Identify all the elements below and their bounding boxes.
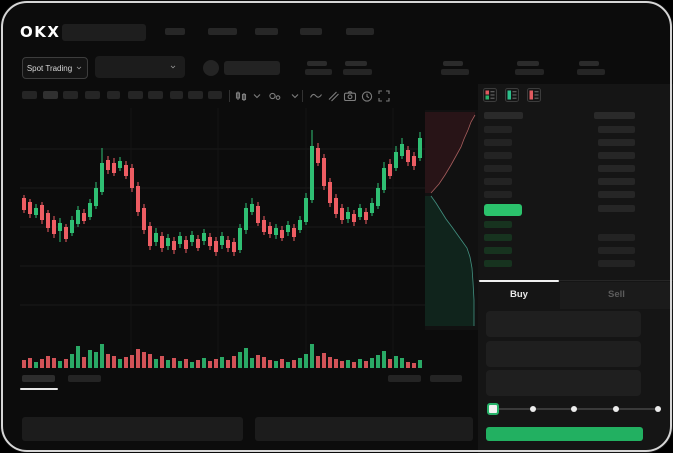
slider-stop[interactable] bbox=[655, 406, 661, 412]
timeframe-chip-active[interactable] bbox=[43, 91, 58, 99]
ask-row-bar[interactable] bbox=[484, 191, 512, 198]
bid-row-bar[interactable] bbox=[484, 247, 512, 254]
ask-row-amount-bar[interactable] bbox=[598, 126, 635, 133]
bid-row-amount-bar[interactable] bbox=[598, 247, 635, 254]
timeframe-chip[interactable] bbox=[128, 91, 143, 99]
ask-row-amount-bar[interactable] bbox=[598, 191, 635, 198]
toolbar-divider bbox=[302, 90, 303, 102]
timeframe-chip[interactable] bbox=[148, 91, 163, 99]
slider-stop[interactable] bbox=[530, 406, 536, 412]
nav-item-placeholder[interactable] bbox=[208, 28, 237, 35]
orderbook-view-bids-icon[interactable] bbox=[505, 88, 519, 102]
ask-row-amount-bar[interactable] bbox=[598, 178, 635, 185]
chart-type-icon[interactable] bbox=[234, 89, 248, 103]
ticker-stat-placeholder bbox=[441, 69, 469, 75]
ask-row-amount-bar[interactable] bbox=[598, 139, 635, 146]
toolbar-divider bbox=[229, 90, 230, 102]
bottom-tab[interactable] bbox=[68, 375, 101, 382]
chevron-down-icon bbox=[170, 65, 176, 69]
bid-row-bar[interactable] bbox=[484, 260, 512, 267]
bid-row-bar[interactable] bbox=[484, 221, 512, 228]
avatar[interactable] bbox=[203, 60, 219, 76]
timeframe-chip[interactable] bbox=[170, 91, 183, 99]
ask-row-bar[interactable] bbox=[484, 139, 512, 146]
market-type-label: Spot Trading bbox=[26, 63, 73, 73]
tab-sell-bg bbox=[560, 282, 673, 309]
fullscreen-icon[interactable] bbox=[377, 89, 391, 103]
ticker-stat-placeholder bbox=[345, 61, 367, 66]
slider-handle[interactable] bbox=[487, 403, 499, 415]
draw-tool-icon[interactable] bbox=[326, 89, 340, 103]
bottom-action-placeholder[interactable] bbox=[430, 375, 462, 382]
ticker-stat-placeholder bbox=[517, 61, 539, 66]
ticker-stat-placeholder bbox=[515, 69, 544, 75]
order-input-placeholder[interactable] bbox=[486, 370, 641, 396]
order-input-placeholder[interactable] bbox=[486, 311, 641, 337]
nav-item-placeholder[interactable] bbox=[300, 28, 322, 35]
market-type-dropdown[interactable]: Spot Trading bbox=[22, 57, 88, 79]
timeframe-chip[interactable] bbox=[85, 91, 100, 99]
ticker-stat-placeholder bbox=[579, 61, 599, 66]
nav-item-placeholder[interactable] bbox=[346, 28, 374, 35]
indicators-icon[interactable] bbox=[268, 89, 282, 103]
last-price-bar[interactable] bbox=[484, 204, 522, 216]
amount-slider[interactable] bbox=[483, 400, 663, 418]
bid-row-amount-bar[interactable] bbox=[598, 234, 635, 241]
orderbook-header-placeholder bbox=[594, 112, 635, 119]
orderbook-view-asks-icon[interactable] bbox=[527, 88, 541, 102]
right-panel: Buy Sell bbox=[478, 84, 673, 453]
timeframe-chip[interactable] bbox=[188, 91, 203, 99]
active-tab-indicator bbox=[479, 280, 559, 282]
ask-row-bar[interactable] bbox=[484, 152, 512, 159]
timeframe-chip[interactable] bbox=[63, 91, 78, 99]
timeframe-chip[interactable] bbox=[208, 91, 222, 99]
ask-row-amount-bar[interactable] bbox=[598, 152, 635, 159]
chevron-down-icon[interactable] bbox=[288, 89, 302, 103]
buy-submit-button[interactable] bbox=[486, 427, 643, 441]
orderbook-view-both-icon[interactable] bbox=[483, 88, 497, 102]
nav-item-placeholder[interactable] bbox=[255, 28, 278, 35]
slider-stop[interactable] bbox=[613, 406, 619, 412]
bid-row-bar[interactable] bbox=[484, 234, 512, 241]
ticker-stat-placeholder bbox=[577, 69, 605, 75]
chevron-down-icon[interactable] bbox=[250, 89, 264, 103]
ask-row-bar[interactable] bbox=[484, 178, 512, 185]
timeframe-chip[interactable] bbox=[107, 91, 120, 99]
ask-row-bar[interactable] bbox=[484, 126, 512, 133]
bid-row-amount-bar[interactable] bbox=[598, 260, 635, 267]
depth-chart bbox=[425, 110, 478, 330]
line-tool-icon[interactable] bbox=[309, 89, 323, 103]
nav-search-placeholder[interactable] bbox=[62, 24, 146, 41]
candlestick-chart[interactable] bbox=[20, 108, 425, 372]
pair-selector-dropdown[interactable] bbox=[95, 56, 185, 78]
order-input-placeholder[interactable] bbox=[486, 341, 641, 367]
ticker-stat-placeholder bbox=[307, 61, 327, 66]
ask-row-bar[interactable] bbox=[484, 165, 512, 172]
ticker-stat-placeholder bbox=[343, 69, 372, 75]
orderbook-header-placeholder bbox=[484, 112, 523, 119]
timeframe-chip[interactable] bbox=[22, 91, 37, 99]
bottom-panel-placeholder bbox=[255, 417, 473, 441]
tab-sell[interactable]: Sell bbox=[608, 289, 625, 300]
order-form-tabs: Buy Sell bbox=[478, 280, 673, 311]
slider-stop[interactable] bbox=[571, 406, 577, 412]
ticker-stat-placeholder bbox=[443, 61, 463, 66]
chevron-down-icon bbox=[76, 66, 82, 70]
timer-icon[interactable] bbox=[360, 89, 374, 103]
tab-buy[interactable]: Buy bbox=[510, 289, 528, 300]
camera-icon[interactable] bbox=[343, 89, 357, 103]
bottom-action-placeholder[interactable] bbox=[388, 375, 421, 382]
ask-row-amount-bar[interactable] bbox=[598, 165, 635, 172]
account-placeholder[interactable] bbox=[224, 61, 280, 75]
ticker-stat-placeholder bbox=[305, 69, 332, 75]
bottom-tab-underline bbox=[20, 388, 58, 390]
bottom-panel-placeholder bbox=[22, 417, 243, 441]
nav-item-placeholder[interactable] bbox=[165, 28, 185, 35]
last-price-amount-bar bbox=[598, 205, 635, 212]
bottom-tab-active[interactable] bbox=[22, 375, 55, 382]
candles-and-volume bbox=[20, 108, 425, 368]
okx-logo: OKX bbox=[20, 23, 61, 41]
